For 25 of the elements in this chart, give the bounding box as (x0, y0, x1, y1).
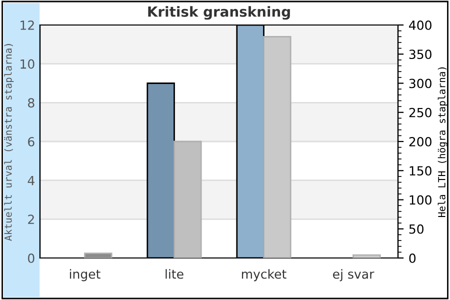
y-tick-label: 4 (28, 176, 34, 186)
bar (84, 252, 112, 258)
x-tick-label: lite (166, 269, 184, 279)
y2-tick-label: 100 (410, 195, 432, 205)
y-tick-label: 8 (28, 98, 34, 108)
y-tick-label: 6 (28, 136, 34, 146)
y-tick-label: 0 (28, 253, 34, 263)
y2-tick-label: 300 (409, 78, 432, 88)
y2-tick-label: 250 (409, 108, 432, 118)
y2-tick-label: 150 (410, 166, 432, 176)
y2-axis-title: Hela LTH (högra staplarna) (438, 67, 448, 217)
y-tick-label: 2 (28, 214, 34, 224)
x-tick-label: inget (70, 269, 100, 282)
y-axis-title: Aktuellt urval (vänstra staplarna) (4, 44, 14, 241)
y2-tick-label: 350 (409, 50, 432, 60)
y-tick-label: 10 (20, 59, 34, 69)
chart-title: Kritisk granskning (148, 6, 290, 20)
y2-tick-label: 200 (409, 136, 432, 146)
y2-tick-label: 0 (409, 253, 416, 263)
x-tick-label: ej svar (333, 269, 374, 282)
x-tick-label: mycket (242, 269, 286, 282)
y-tick-label: 12 (20, 20, 34, 30)
bar (352, 254, 381, 258)
y2-tick-label: 50 (409, 224, 424, 234)
y2-tick-label: 400 (409, 20, 432, 30)
